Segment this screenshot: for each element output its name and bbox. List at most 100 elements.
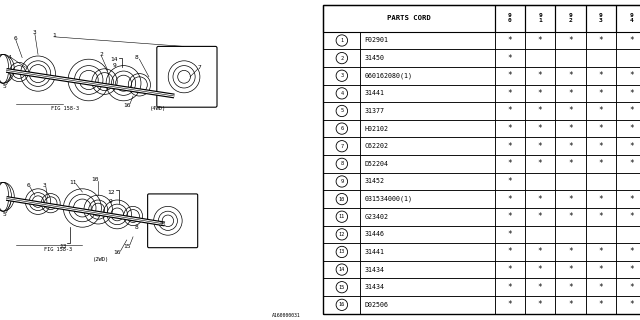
Text: *: * — [568, 107, 573, 116]
Bar — [616, 243, 640, 261]
Text: *: * — [538, 142, 543, 151]
Bar — [616, 67, 640, 84]
Text: 5: 5 — [3, 84, 6, 89]
Text: *: * — [568, 71, 573, 80]
Bar — [495, 120, 525, 137]
Text: *: * — [538, 71, 543, 80]
Text: 3: 3 — [340, 73, 344, 78]
Text: *: * — [629, 107, 634, 116]
Bar — [616, 261, 640, 278]
Text: *: * — [508, 265, 512, 274]
Bar — [495, 261, 525, 278]
Bar — [323, 296, 360, 314]
Bar — [323, 261, 360, 278]
Bar — [525, 243, 556, 261]
Text: *: * — [568, 124, 573, 133]
Bar — [360, 120, 495, 137]
Bar — [495, 190, 525, 208]
Text: 11: 11 — [339, 214, 345, 219]
Text: 7: 7 — [340, 144, 344, 149]
Text: 4: 4 — [340, 91, 344, 96]
Bar — [616, 226, 640, 243]
Bar — [616, 137, 640, 155]
Text: C62202: C62202 — [364, 143, 388, 149]
Bar — [360, 208, 495, 226]
Bar — [556, 190, 586, 208]
Bar — [525, 190, 556, 208]
Text: 9
3: 9 3 — [599, 13, 603, 23]
Bar — [525, 226, 556, 243]
Bar — [556, 67, 586, 84]
Text: *: * — [598, 283, 604, 292]
Text: *: * — [629, 212, 634, 221]
Text: D52204: D52204 — [364, 161, 388, 167]
Bar — [525, 102, 556, 120]
Text: *: * — [568, 247, 573, 256]
Text: 3: 3 — [42, 183, 46, 188]
Bar — [495, 67, 525, 84]
Text: *: * — [538, 300, 543, 309]
Bar — [616, 32, 640, 49]
Text: 15: 15 — [339, 285, 345, 290]
Bar — [323, 120, 360, 137]
Bar — [556, 226, 586, 243]
Bar — [360, 261, 495, 278]
Bar — [525, 120, 556, 137]
Text: 10: 10 — [339, 196, 345, 202]
Bar — [616, 173, 640, 190]
Text: 2: 2 — [340, 56, 344, 60]
Bar — [616, 190, 640, 208]
Bar — [360, 67, 495, 84]
Text: 1: 1 — [52, 33, 56, 38]
Bar — [616, 296, 640, 314]
Bar — [586, 226, 616, 243]
Bar — [556, 5, 586, 32]
Bar — [360, 102, 495, 120]
Text: *: * — [629, 142, 634, 151]
Bar — [495, 137, 525, 155]
Bar — [323, 278, 360, 296]
Text: *: * — [508, 247, 512, 256]
Bar — [556, 208, 586, 226]
Text: *: * — [598, 36, 604, 45]
Bar — [525, 5, 556, 32]
Text: 11: 11 — [69, 180, 77, 185]
Text: *: * — [508, 107, 512, 116]
Text: *: * — [598, 107, 604, 116]
Text: D02506: D02506 — [364, 302, 388, 308]
Text: 6: 6 — [14, 36, 18, 41]
Bar — [323, 208, 360, 226]
Bar — [323, 137, 360, 155]
Bar — [616, 278, 640, 296]
Bar — [495, 208, 525, 226]
Bar — [360, 173, 495, 190]
Bar — [495, 243, 525, 261]
Text: 31450: 31450 — [364, 55, 384, 61]
Bar — [525, 208, 556, 226]
Bar — [323, 155, 360, 173]
Bar — [586, 173, 616, 190]
Text: 8: 8 — [340, 161, 344, 166]
Text: *: * — [568, 36, 573, 45]
Bar — [360, 190, 495, 208]
Bar — [586, 32, 616, 49]
Bar — [556, 243, 586, 261]
Text: G23402: G23402 — [364, 214, 388, 220]
Bar — [323, 49, 360, 67]
Text: 16: 16 — [339, 302, 345, 307]
Bar — [616, 208, 640, 226]
Bar — [525, 261, 556, 278]
Text: *: * — [629, 36, 634, 45]
Text: *: * — [538, 107, 543, 116]
Text: 8: 8 — [134, 55, 138, 60]
Text: 9
1: 9 1 — [538, 13, 542, 23]
Bar — [586, 296, 616, 314]
Text: H02102: H02102 — [364, 126, 388, 132]
Bar — [360, 243, 495, 261]
Text: *: * — [598, 71, 604, 80]
Text: *: * — [629, 89, 634, 98]
Bar — [323, 102, 360, 120]
Text: (4WD): (4WD) — [150, 106, 166, 111]
Text: 31434: 31434 — [364, 284, 384, 290]
Text: *: * — [538, 247, 543, 256]
